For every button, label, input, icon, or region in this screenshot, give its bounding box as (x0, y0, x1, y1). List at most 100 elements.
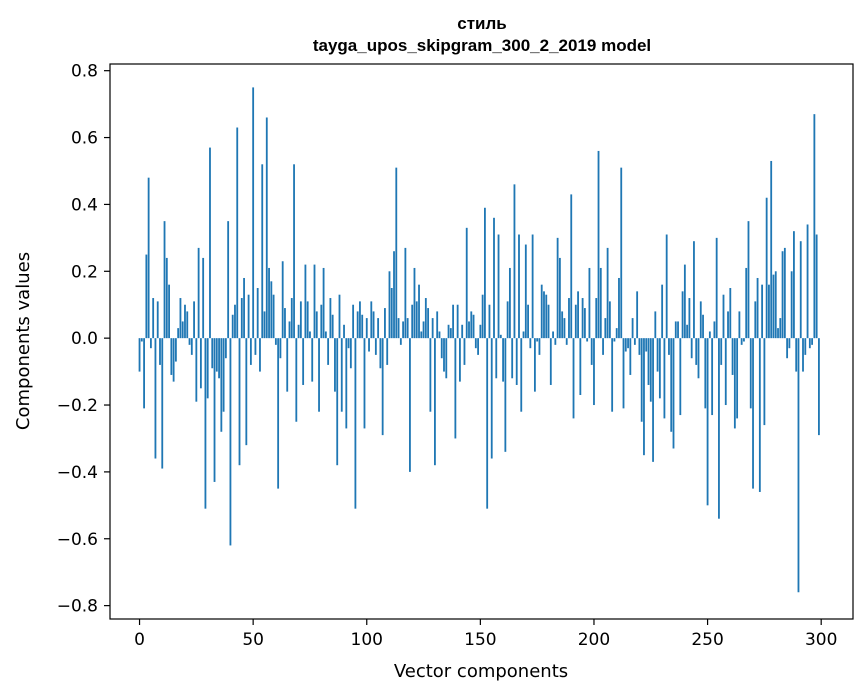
bar-143 (463, 338, 466, 365)
bar-123 (418, 284, 420, 339)
bar-46 (243, 277, 245, 339)
bar-13 (168, 284, 170, 339)
bar-246 (697, 338, 700, 379)
bar-144 (465, 227, 468, 339)
bar-234 (670, 338, 673, 432)
bar-11 (163, 221, 166, 339)
y-tick-label-4: 0.0 (71, 329, 98, 349)
bar-252 (711, 338, 714, 416)
bar-270 (752, 338, 754, 489)
bar-19 (181, 321, 184, 339)
bar-199 (590, 338, 593, 365)
bar-240 (683, 264, 686, 339)
bar-37 (222, 338, 225, 412)
bar-214 (624, 338, 627, 352)
bar-47 (245, 338, 248, 446)
bar-146 (470, 311, 473, 339)
bar-20 (184, 304, 186, 339)
bar-62 (279, 338, 282, 359)
bar-193 (577, 291, 579, 339)
bar-279 (772, 274, 775, 339)
bar-111 (390, 288, 393, 339)
bar-294 (806, 224, 809, 339)
bar-82 (324, 331, 327, 339)
y-tick-label-3: −0.2 (57, 396, 98, 416)
bar-217 (631, 318, 634, 339)
bar-243 (690, 338, 693, 359)
bar-22 (188, 338, 191, 345)
bar-283 (781, 251, 784, 339)
bar-198 (588, 267, 591, 339)
bar-105 (377, 318, 380, 339)
bar-9 (159, 338, 161, 365)
bar-101 (368, 338, 370, 352)
bar-137 (449, 328, 452, 339)
bar-121 (413, 267, 416, 339)
y-tick-label-7: 0.6 (71, 129, 98, 149)
bar-299 (818, 338, 820, 436)
bar-191 (572, 338, 575, 419)
bar-172 (529, 338, 532, 349)
bar-174 (533, 338, 536, 392)
bar-208 (611, 338, 614, 412)
bar-142 (461, 324, 464, 339)
bar-195 (581, 298, 584, 339)
bar-167 (518, 234, 520, 339)
bar-89 (340, 338, 343, 412)
bar-175 (536, 338, 539, 342)
bar-150 (479, 324, 482, 339)
bar-15 (172, 338, 175, 382)
x-tick-label-150: 150 (464, 630, 496, 650)
bar-151 (481, 294, 484, 339)
bar-156 (493, 217, 495, 339)
bar-273 (758, 338, 761, 492)
bar-4 (147, 177, 150, 339)
bar-263 (736, 338, 739, 419)
bar-152 (484, 207, 486, 339)
bar-216 (629, 338, 632, 375)
bar-28 (202, 257, 205, 339)
bar-274 (761, 284, 764, 339)
bar-7 (154, 338, 157, 459)
bar-113 (395, 167, 398, 339)
bar-170 (524, 244, 527, 339)
bar-52 (256, 288, 259, 339)
bar-297 (813, 114, 816, 339)
bar-68 (293, 164, 295, 339)
bar-104 (374, 338, 377, 355)
bar-258 (724, 338, 727, 406)
bar-120 (411, 304, 414, 339)
bar-154 (488, 304, 491, 339)
bar-181 (549, 338, 552, 385)
bar-80 (320, 304, 323, 339)
bar-91 (345, 338, 348, 429)
bar-236 (674, 321, 677, 339)
bar-222 (643, 338, 645, 456)
bar-160 (502, 338, 504, 382)
bar-107 (381, 338, 384, 436)
bar-108 (384, 308, 386, 339)
bar-176 (538, 338, 541, 355)
bar-65 (286, 338, 289, 392)
bar-109 (386, 338, 389, 365)
bar-226 (652, 338, 654, 462)
bar-31 (209, 147, 211, 339)
bar-23 (190, 338, 193, 355)
bar-282 (779, 318, 782, 339)
bar-289 (795, 338, 798, 372)
y-tick-label-1: −0.6 (57, 530, 98, 550)
bar-265 (740, 338, 743, 345)
bar-220 (638, 338, 641, 355)
bar-139 (454, 338, 457, 439)
bar-165 (513, 184, 516, 339)
bar-168 (520, 338, 523, 412)
bar-17 (177, 328, 180, 339)
bar-34 (215, 338, 218, 372)
bar-242 (688, 298, 691, 339)
bar-87 (336, 338, 339, 466)
bar-38 (224, 338, 227, 359)
bar-188 (565, 338, 568, 345)
bar-182 (552, 331, 554, 339)
bar-140 (456, 304, 459, 339)
bar-81 (322, 267, 325, 339)
